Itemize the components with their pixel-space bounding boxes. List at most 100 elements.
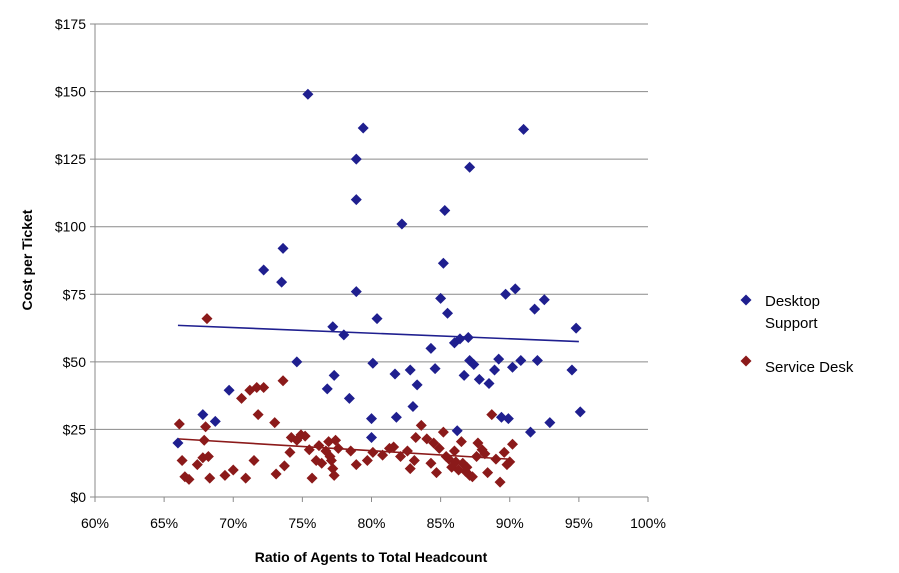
y-tick-label: $125 (55, 151, 86, 167)
point-desktop-support (357, 122, 369, 134)
y-tick-labels: $0 $25 $50 $75 $100 $125 $150 $175 (55, 16, 86, 505)
point-desktop-support (291, 356, 303, 368)
point-service-desk (498, 446, 510, 458)
point-desktop-support (515, 355, 527, 367)
point-desktop-support (404, 364, 416, 376)
point-desktop-support (258, 264, 270, 276)
point-desktop-support (566, 364, 578, 376)
y-tick-label: $175 (55, 16, 86, 32)
point-desktop-support (429, 363, 441, 375)
point-service-desk (448, 445, 460, 457)
point-desktop-support (544, 417, 556, 429)
point-desktop-support (439, 204, 451, 216)
point-desktop-support (451, 425, 463, 437)
point-desktop-support (442, 307, 454, 319)
point-desktop-support (327, 321, 339, 333)
point-desktop-support (462, 332, 474, 344)
point-desktop-support (328, 369, 340, 381)
x-tick-label: 90% (496, 515, 524, 531)
point-desktop-support (367, 357, 379, 369)
point-service-desk (507, 438, 519, 450)
point-service-desk (415, 419, 427, 431)
y-tick-label: $100 (55, 219, 86, 235)
point-desktop-support (350, 153, 362, 165)
point-service-desk (471, 450, 483, 462)
point-desktop-support (509, 283, 521, 295)
legend-marker-desktop-support (740, 294, 752, 306)
point-desktop-support (529, 303, 541, 315)
point-service-desk (270, 468, 282, 480)
point-service-desk (367, 446, 379, 458)
point-service-desk (377, 449, 389, 461)
point-service-desk (395, 450, 407, 462)
point-service-desk (316, 457, 328, 469)
point-service-desk (490, 453, 502, 465)
point-desktop-support (343, 392, 355, 404)
point-desktop-support (495, 411, 507, 423)
point-desktop-support (172, 437, 184, 449)
point-service-desk (236, 392, 248, 404)
point-service-desk (252, 409, 264, 421)
point-desktop-support (389, 368, 401, 380)
point-desktop-support (435, 292, 447, 304)
point-desktop-support (338, 329, 350, 341)
legend-label-desktop-support: Desktop Support (765, 293, 820, 332)
point-desktop-support (454, 333, 466, 345)
point-service-desk (410, 432, 422, 444)
point-desktop-support (574, 406, 586, 418)
point-service-desk (350, 459, 362, 471)
point-service-desk (240, 472, 252, 484)
gridlines (95, 23, 648, 430)
axes (90, 23, 649, 502)
point-service-desk (486, 409, 498, 421)
point-service-desk (437, 426, 449, 438)
legend: Desktop Support Service Desk (740, 293, 854, 376)
point-service-desk (361, 455, 373, 467)
point-desktop-support (371, 313, 383, 325)
point-desktop-support (464, 161, 476, 173)
point-service-desk (494, 476, 506, 488)
point-desktop-support (350, 286, 362, 298)
point-desktop-support (276, 276, 288, 288)
point-desktop-support (483, 377, 495, 389)
point-service-desk (269, 417, 281, 429)
trendlines (177, 324, 579, 460)
point-service-desk (479, 448, 491, 460)
x-tick-label: 70% (219, 515, 247, 531)
legend-marker-service-desk (740, 355, 752, 367)
point-service-desk (482, 467, 494, 479)
point-desktop-support (350, 194, 362, 206)
x-tick-label: 75% (288, 515, 316, 531)
point-service-desk (433, 442, 445, 454)
point-service-desk (425, 457, 437, 469)
trendline-desktop-support (177, 324, 579, 343)
point-service-desk (227, 464, 239, 476)
x-tick-label: 65% (150, 515, 178, 531)
point-service-desk (176, 455, 188, 467)
point-desktop-support (437, 257, 449, 269)
point-desktop-support (570, 322, 582, 334)
point-desktop-support (531, 355, 543, 367)
point-desktop-support (197, 409, 209, 421)
point-service-desk (466, 471, 478, 483)
point-service-desk (198, 434, 210, 446)
data-points (172, 88, 586, 488)
point-service-desk (204, 472, 216, 484)
y-tick-label: $75 (63, 286, 87, 302)
point-desktop-support (425, 342, 437, 354)
point-desktop-support (524, 426, 536, 438)
point-desktop-support (366, 432, 377, 444)
point-desktop-support (321, 383, 333, 395)
x-tick-label: 100% (630, 515, 666, 531)
point-desktop-support (468, 359, 480, 371)
point-service-desk (404, 463, 416, 475)
point-desktop-support (473, 373, 485, 385)
point-service-desk (191, 459, 203, 471)
point-service-desk (251, 382, 263, 394)
point-service-desk (284, 446, 296, 458)
point-desktop-support (489, 364, 501, 376)
x-tick-label: 60% (81, 515, 109, 531)
point-desktop-support (407, 400, 419, 412)
point-service-desk (277, 375, 289, 387)
